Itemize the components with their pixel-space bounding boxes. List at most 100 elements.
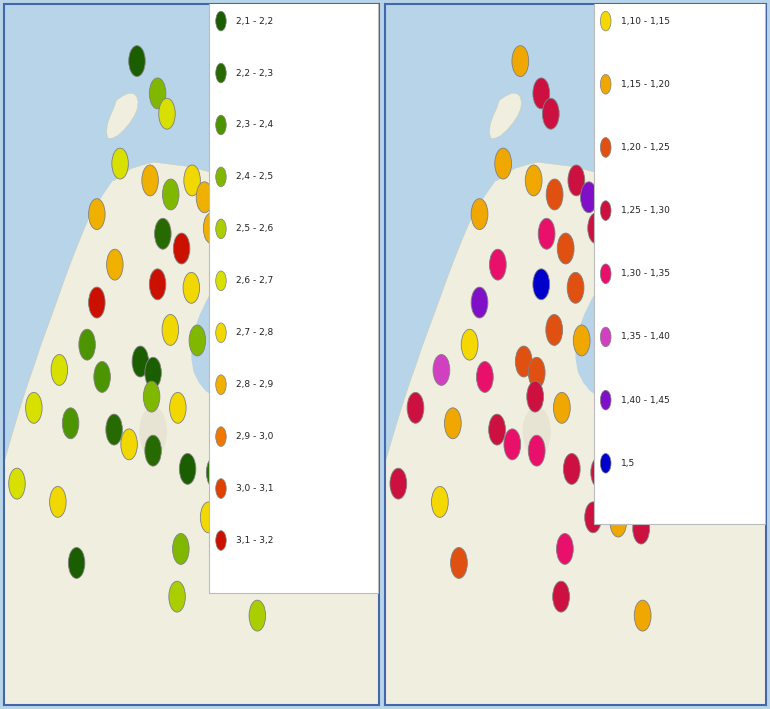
Circle shape [554, 392, 571, 423]
Circle shape [546, 179, 563, 210]
Circle shape [216, 427, 226, 447]
Circle shape [62, 408, 79, 439]
Circle shape [546, 315, 563, 345]
Text: 2,1 - 2,2: 2,1 - 2,2 [236, 16, 273, 26]
Circle shape [162, 315, 179, 345]
Circle shape [162, 179, 179, 210]
Circle shape [601, 327, 611, 347]
Circle shape [216, 375, 226, 394]
Circle shape [121, 429, 137, 459]
Circle shape [533, 269, 550, 300]
Polygon shape [576, 262, 686, 401]
Circle shape [495, 148, 511, 179]
Circle shape [567, 272, 584, 303]
Circle shape [79, 329, 95, 360]
Circle shape [490, 249, 506, 280]
Circle shape [504, 429, 521, 459]
FancyBboxPatch shape [209, 2, 378, 593]
Circle shape [444, 408, 461, 439]
Circle shape [553, 581, 570, 612]
Circle shape [528, 357, 545, 389]
Circle shape [129, 45, 146, 77]
Circle shape [390, 468, 407, 499]
Text: 1,25 - 1,30: 1,25 - 1,30 [621, 206, 669, 215]
Circle shape [604, 478, 621, 509]
Circle shape [528, 435, 545, 466]
Circle shape [172, 533, 189, 564]
Circle shape [629, 237, 646, 267]
Text: 2,3 - 2,4: 2,3 - 2,4 [236, 121, 273, 130]
Circle shape [216, 11, 226, 31]
Circle shape [591, 457, 608, 488]
Polygon shape [576, 171, 695, 399]
Text: 1,30 - 1,35: 1,30 - 1,35 [621, 269, 670, 278]
Text: 1,5: 1,5 [621, 459, 634, 468]
Circle shape [633, 513, 650, 544]
Circle shape [216, 323, 226, 342]
Text: 2,2 - 2,3: 2,2 - 2,3 [236, 69, 273, 77]
Circle shape [155, 218, 171, 249]
Polygon shape [385, 4, 496, 463]
Circle shape [574, 325, 590, 356]
Circle shape [216, 115, 226, 135]
Polygon shape [490, 94, 521, 138]
Circle shape [112, 148, 129, 179]
Circle shape [581, 182, 598, 213]
Circle shape [489, 414, 505, 445]
Circle shape [169, 392, 186, 423]
Circle shape [248, 513, 264, 544]
Circle shape [588, 213, 604, 244]
Circle shape [433, 354, 450, 386]
Polygon shape [191, 171, 308, 399]
Text: 2,7 - 2,8: 2,7 - 2,8 [236, 328, 273, 337]
Text: 3,0 - 3,1: 3,0 - 3,1 [236, 484, 273, 493]
Circle shape [216, 63, 226, 83]
Circle shape [159, 99, 176, 129]
Circle shape [533, 78, 550, 108]
Circle shape [216, 167, 226, 186]
Text: 1,15 - 1,20: 1,15 - 1,20 [621, 80, 669, 89]
Polygon shape [385, 162, 766, 705]
Circle shape [49, 486, 66, 518]
Circle shape [206, 457, 223, 488]
Circle shape [94, 362, 110, 392]
Polygon shape [385, 4, 766, 180]
Polygon shape [4, 162, 379, 705]
Circle shape [557, 533, 574, 564]
Text: 1,20 - 1,25: 1,20 - 1,25 [621, 143, 669, 152]
Circle shape [216, 530, 226, 550]
FancyBboxPatch shape [594, 0, 765, 524]
Circle shape [601, 201, 611, 220]
Circle shape [477, 362, 494, 392]
Circle shape [89, 287, 105, 318]
Circle shape [132, 346, 149, 377]
Circle shape [461, 329, 478, 360]
Circle shape [220, 478, 236, 509]
Circle shape [610, 506, 627, 537]
Text: 2,5 - 2,6: 2,5 - 2,6 [236, 224, 273, 233]
Circle shape [25, 392, 42, 423]
Circle shape [584, 502, 601, 532]
Text: 1,40 - 1,45: 1,40 - 1,45 [621, 396, 669, 405]
Circle shape [538, 218, 555, 249]
Circle shape [106, 249, 123, 280]
Circle shape [471, 287, 488, 318]
Circle shape [200, 502, 217, 532]
Circle shape [515, 346, 532, 377]
Circle shape [145, 435, 162, 466]
Circle shape [196, 182, 213, 213]
Circle shape [564, 454, 580, 484]
Circle shape [258, 291, 275, 322]
Circle shape [244, 237, 260, 267]
Circle shape [527, 381, 544, 412]
Polygon shape [4, 4, 379, 180]
Circle shape [249, 600, 266, 631]
Circle shape [225, 506, 242, 537]
Circle shape [169, 581, 186, 612]
Circle shape [203, 213, 220, 244]
Circle shape [183, 272, 199, 303]
Circle shape [140, 407, 166, 457]
Circle shape [601, 138, 611, 157]
Circle shape [221, 235, 238, 266]
Circle shape [142, 165, 159, 196]
